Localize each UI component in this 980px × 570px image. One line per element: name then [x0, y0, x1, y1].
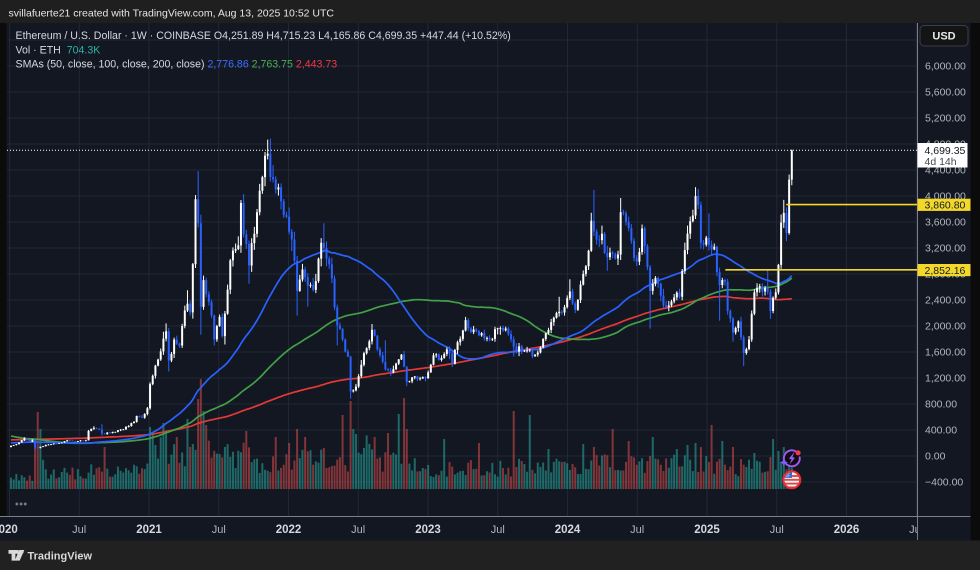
svg-text:SMAs (50, close, 100, close, 2: SMAs (50, close, 100, close, 200, close)…: [16, 58, 338, 70]
svg-text:•••: •••: [15, 499, 28, 511]
svg-text:2021: 2021: [136, 524, 162, 536]
svg-text:800.00: 800.00: [925, 399, 957, 411]
svg-text:4,699.35: 4,699.35: [925, 145, 966, 157]
svg-text:5,200.00: 5,200.00: [925, 113, 966, 125]
svg-text:2025: 2025: [694, 524, 720, 536]
svg-text:Jul: Jul: [491, 524, 505, 536]
svg-text:3,200.00: 3,200.00: [925, 243, 966, 255]
svg-text:Jul: Jul: [72, 524, 86, 536]
svg-text:Jul: Jul: [212, 524, 226, 536]
svg-text:Jul: Jul: [770, 524, 784, 536]
svg-text:Vol · ETH 704.3K: Vol · ETH 704.3K: [16, 44, 101, 56]
svg-text:2026: 2026: [834, 524, 860, 536]
svg-text:0.00: 0.00: [925, 451, 946, 463]
svg-text:4,400.00: 4,400.00: [925, 165, 966, 177]
svg-text:4d 14h: 4d 14h: [925, 156, 957, 168]
svg-text:3,860.80: 3,860.80: [925, 200, 966, 212]
svg-text:Ethereum / U.S. Dollar · 1W ·: Ethereum / U.S. Dollar · 1W · COINBASE O…: [16, 30, 511, 42]
svg-text:3,600.00: 3,600.00: [925, 217, 966, 229]
svg-text:2023: 2023: [415, 524, 441, 536]
svg-text:2022: 2022: [276, 524, 302, 536]
svg-text:2,852.16: 2,852.16: [925, 265, 966, 277]
svg-text:2,400.00: 2,400.00: [925, 295, 966, 307]
svg-text:2,000.00: 2,000.00: [925, 321, 966, 333]
svg-text:USD: USD: [932, 31, 955, 43]
svg-text:2024: 2024: [555, 524, 581, 536]
svg-text:svillafuerte21 created with Tr: svillafuerte21 created with TradingView.…: [9, 7, 335, 19]
svg-text:Jul: Jul: [351, 524, 365, 536]
svg-text:Jul: Jul: [630, 524, 644, 536]
svg-text:TradingView: TradingView: [28, 551, 93, 563]
svg-text:1,200.00: 1,200.00: [925, 373, 966, 385]
svg-text:5,600.00: 5,600.00: [925, 87, 966, 99]
svg-text:1,600.00: 1,600.00: [925, 347, 966, 359]
svg-text:400.00: 400.00: [925, 425, 957, 437]
svg-text:Jul: Jul: [909, 524, 923, 536]
svg-text:−400.00: −400.00: [925, 477, 963, 489]
svg-text:2020: 2020: [0, 524, 18, 536]
svg-text:6,000.00: 6,000.00: [925, 61, 966, 73]
